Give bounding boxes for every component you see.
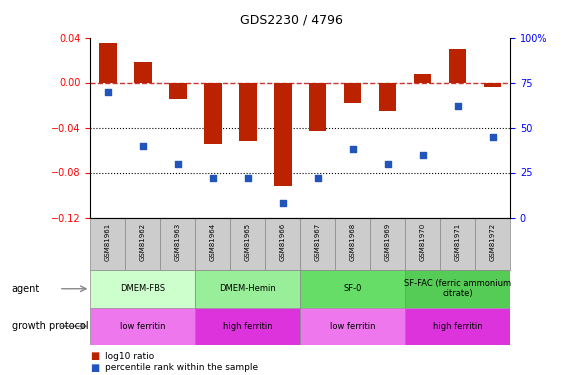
Text: GSM81965: GSM81965 [245, 223, 251, 261]
Text: ■: ■ [90, 351, 100, 361]
Bar [405, 270, 510, 308]
Point [453, 103, 462, 109]
Text: DMEM-Hemin: DMEM-Hemin [219, 284, 276, 293]
Bar [274, 82, 292, 186]
Bar [90, 217, 125, 270]
Bar [169, 82, 187, 99]
Text: low ferritin: low ferritin [120, 322, 166, 331]
Bar [204, 82, 222, 144]
Text: GSM81962: GSM81962 [140, 223, 146, 261]
Text: high ferritin: high ferritin [223, 322, 273, 331]
Bar [195, 217, 230, 270]
Text: agent: agent [12, 284, 40, 294]
Text: GSM81969: GSM81969 [385, 223, 391, 261]
Bar [134, 62, 152, 82]
Point [243, 175, 252, 181]
Bar [265, 217, 300, 270]
Bar [195, 270, 300, 308]
Text: DMEM-FBS: DMEM-FBS [120, 284, 166, 293]
Bar [160, 217, 195, 270]
Text: GSM81970: GSM81970 [420, 223, 426, 261]
Point [103, 88, 113, 94]
Bar [405, 308, 510, 345]
Text: GSM81968: GSM81968 [350, 223, 356, 261]
Text: ■: ■ [90, 363, 100, 372]
Text: GSM81966: GSM81966 [280, 223, 286, 261]
Text: log10 ratio: log10 ratio [105, 352, 154, 361]
Bar [440, 217, 475, 270]
Text: high ferritin: high ferritin [433, 322, 483, 331]
Point [313, 175, 322, 181]
Bar [230, 217, 265, 270]
Text: GSM81963: GSM81963 [175, 223, 181, 261]
Bar [379, 82, 396, 111]
Bar [195, 308, 300, 345]
Text: growth protocol: growth protocol [12, 321, 88, 331]
Bar [484, 82, 501, 87]
Bar [239, 82, 257, 141]
Text: GSM81971: GSM81971 [455, 223, 461, 261]
Point [418, 152, 427, 157]
Text: GDS2230 / 4796: GDS2230 / 4796 [240, 13, 343, 26]
Text: GSM81964: GSM81964 [210, 223, 216, 261]
Bar [309, 82, 326, 131]
Bar [475, 217, 510, 270]
Text: SF-FAC (ferric ammonium
citrate): SF-FAC (ferric ammonium citrate) [404, 279, 511, 298]
Text: GSM81967: GSM81967 [315, 223, 321, 261]
Point [383, 160, 392, 166]
Bar [344, 82, 361, 103]
Text: GSM81972: GSM81972 [490, 223, 496, 261]
Bar [300, 308, 405, 345]
Bar [405, 217, 440, 270]
Text: SF-0: SF-0 [343, 284, 362, 293]
Bar [370, 217, 405, 270]
Point [208, 175, 217, 181]
Point [278, 200, 287, 206]
Bar [335, 217, 370, 270]
Text: low ferritin: low ferritin [330, 322, 375, 331]
Bar [99, 43, 117, 82]
Bar [414, 74, 431, 82]
Point [138, 142, 147, 148]
Point [173, 160, 182, 166]
Point [488, 134, 497, 140]
Bar [125, 217, 160, 270]
Bar [300, 217, 335, 270]
Bar [90, 308, 195, 345]
Text: percentile rank within the sample: percentile rank within the sample [105, 363, 258, 372]
Bar [449, 49, 466, 82]
Bar [90, 270, 195, 308]
Bar [300, 270, 405, 308]
Point [348, 146, 357, 152]
Text: GSM81961: GSM81961 [105, 223, 111, 261]
